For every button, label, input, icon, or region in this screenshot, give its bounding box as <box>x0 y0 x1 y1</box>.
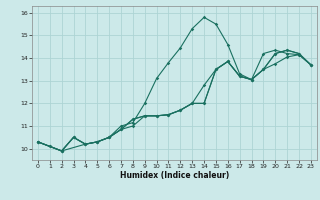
X-axis label: Humidex (Indice chaleur): Humidex (Indice chaleur) <box>120 171 229 180</box>
